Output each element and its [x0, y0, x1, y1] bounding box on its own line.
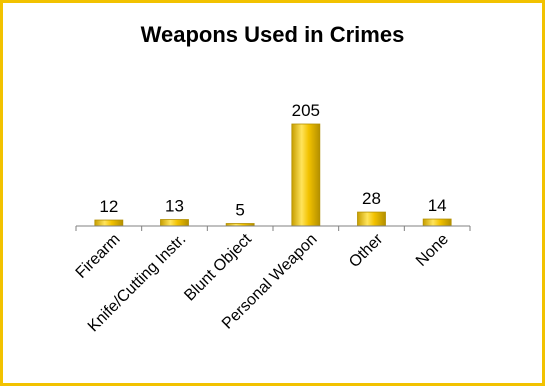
- x-tick-label-none: None: [413, 231, 452, 270]
- x-tick-label-other: Other: [346, 230, 387, 271]
- data-label-knife-cutting-instr: 13: [165, 197, 184, 216]
- bar-other: [357, 211, 386, 227]
- bar-knife-cutting-instr: [160, 219, 189, 227]
- bar-firearm: [94, 219, 124, 227]
- x-tick-label-firearm: Firearm: [73, 231, 124, 282]
- data-label-firearm: 12: [99, 197, 118, 216]
- data-label-personal-weapon: 205: [292, 101, 320, 120]
- data-label-blunt-object: 5: [235, 201, 244, 220]
- data-label-none: 14: [428, 196, 447, 215]
- bar-personal-weapon: [291, 123, 321, 227]
- x-tick-label-blunt-object: Blunt Object: [181, 230, 255, 304]
- chart-title: Weapons Used in Crimes: [140, 22, 405, 47]
- data-label-other: 28: [362, 189, 381, 208]
- bar-none: [422, 218, 452, 227]
